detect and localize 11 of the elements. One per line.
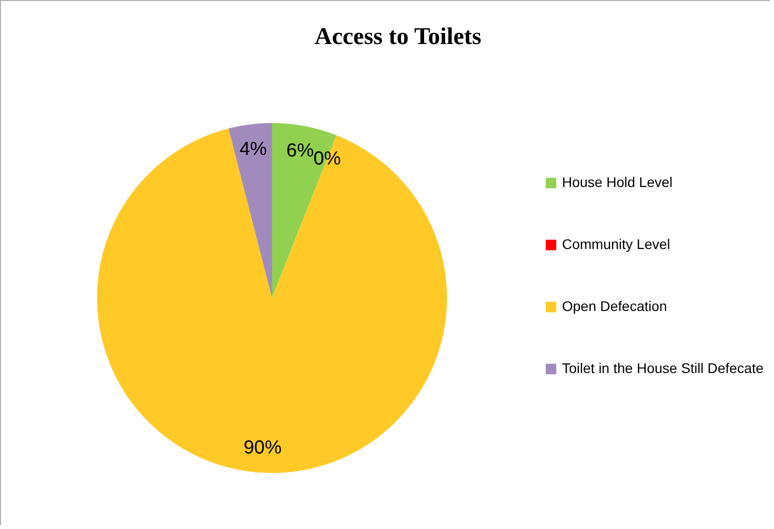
data-label: 90% <box>244 438 282 459</box>
text: 0% <box>313 148 341 170</box>
legend-label: Community Level <box>562 236 670 252</box>
pie-slice <box>228 123 272 298</box>
chart-title: Access to Toilets <box>314 24 482 50</box>
legend-label: House Hold Level <box>562 174 673 190</box>
legend-label: Toilet in the House Still Defecate <box>562 360 764 376</box>
pie-slice <box>97 128 447 473</box>
data-label: 6% <box>286 140 314 162</box>
data-label: 4% <box>239 139 268 160</box>
legend-label: Open Defecation <box>562 298 668 314</box>
